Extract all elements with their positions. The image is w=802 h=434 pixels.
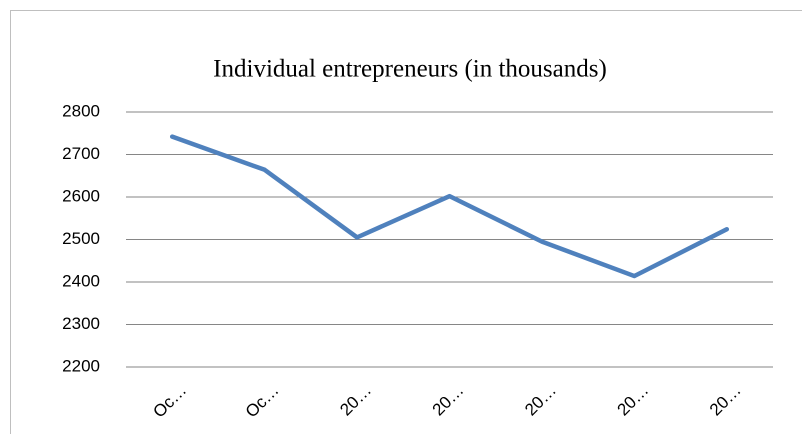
x-tick-label: 20… [336, 381, 375, 420]
y-tick-label: 2400 [62, 271, 100, 290]
y-tick-label: 2600 [62, 186, 100, 205]
x-tick-label: 20… [429, 381, 468, 420]
y-tick-label: 2500 [62, 229, 100, 248]
x-tick-label: Oc… [149, 381, 190, 422]
chart-frame [10, 10, 802, 434]
x-tick-label: Oc… [242, 381, 283, 422]
x-tick-label: 20… [614, 381, 653, 420]
chart-title: Individual entrepreneurs (in thousands) [213, 56, 607, 83]
x-tick-label: 20… [706, 381, 745, 420]
y-tick-label: 2200 [62, 356, 100, 375]
y-tick-label: 2800 [62, 101, 100, 120]
line [169, 134, 730, 279]
y-tick-label: 2300 [62, 314, 100, 333]
y-tick-label: 2700 [62, 144, 100, 163]
x-tick-label: 20… [521, 381, 560, 420]
